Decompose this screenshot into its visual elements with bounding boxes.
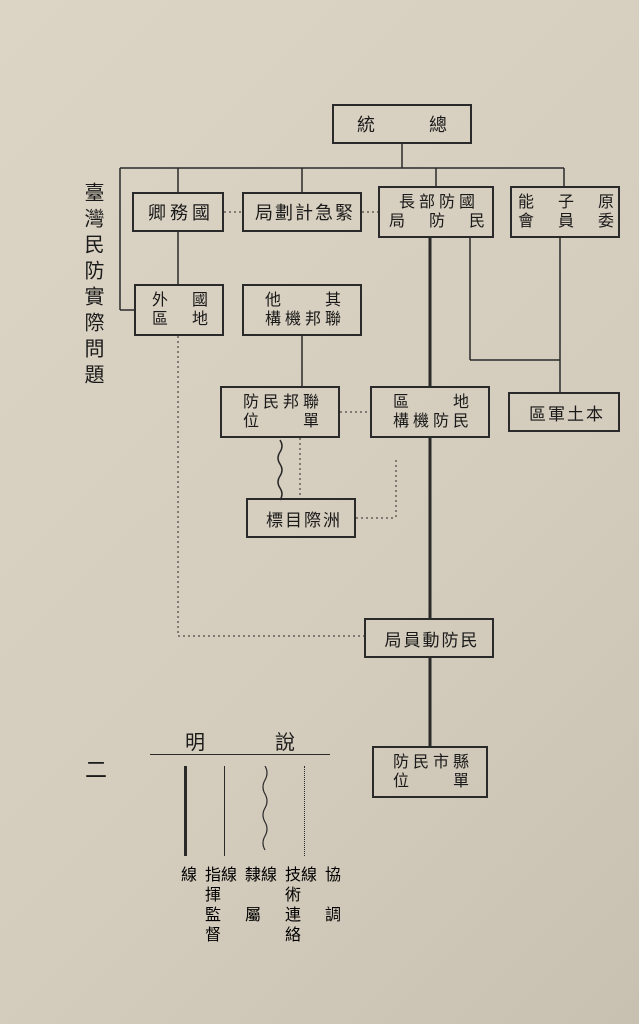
node-emergency: 局劃計急緊 bbox=[242, 192, 362, 232]
node-label: 位 單 bbox=[243, 412, 323, 431]
node-label: 他 其 bbox=[265, 291, 345, 310]
node-label: 局 防 民 bbox=[389, 212, 489, 231]
node-other-fed: 他 其 構機邦聯 bbox=[242, 284, 362, 336]
node-top: 統 總 bbox=[332, 104, 472, 144]
node-home-army: 區軍土本 bbox=[508, 392, 620, 432]
node-label: 區軍土本 bbox=[529, 400, 605, 425]
node-fed-civil-def: 防民邦聯 位 單 bbox=[220, 386, 340, 438]
node-label: 會 員 委 bbox=[518, 212, 618, 231]
legend-title-char: 說 bbox=[275, 726, 295, 755]
node-defense: 長部防國 局 防 民 bbox=[378, 186, 494, 238]
node-county-city: 防民市縣 位 單 bbox=[372, 746, 488, 798]
legend-divider bbox=[150, 754, 330, 755]
legend-sample-thick bbox=[184, 766, 187, 856]
node-label: 區 地 bbox=[152, 310, 212, 329]
node-intercontinental: 標目際洲 bbox=[246, 498, 356, 538]
node-label: 局劃計急緊 bbox=[255, 199, 355, 225]
node-state-dept: 卿務國 bbox=[132, 192, 224, 232]
node-label: 標目際洲 bbox=[266, 506, 342, 531]
legend-col: 指揮監督線 bbox=[170, 766, 200, 956]
legend-sample-thin bbox=[224, 766, 225, 856]
node-label: 局員動防民 bbox=[385, 626, 480, 651]
node-label: 構機邦聯 bbox=[265, 310, 345, 329]
node-label: 位 單 bbox=[393, 772, 473, 791]
legend-sample-wavy bbox=[260, 766, 270, 856]
legend-title-char: 明 bbox=[185, 726, 205, 755]
node-label: 能 子 原 bbox=[518, 193, 618, 212]
node-area-civil-def: 區 地 構機防民 bbox=[370, 386, 490, 438]
node-label: 長部防國 bbox=[399, 193, 479, 212]
legend-sample-dotted bbox=[304, 766, 305, 856]
node-label: 構機防民 bbox=[393, 412, 473, 431]
node-foreign-area: 外 國 區 地 bbox=[134, 284, 224, 336]
node-label: 防民邦聯 bbox=[243, 393, 323, 412]
legend-title: 明 說 bbox=[150, 726, 330, 755]
node-label: 卿務國 bbox=[148, 199, 214, 225]
node-label: 防民市縣 bbox=[393, 753, 473, 772]
node-atomic: 能 子 原 會 員 委 bbox=[510, 186, 620, 238]
legend-label: 指揮監督線 bbox=[174, 866, 222, 956]
page-number: 二 bbox=[78, 758, 110, 784]
node-mobilization: 局員動防民 bbox=[364, 618, 494, 658]
node-label: 外 國 bbox=[152, 291, 212, 310]
node-label: 區 地 bbox=[393, 393, 473, 412]
book-title: 臺灣民防實際問題 bbox=[78, 182, 107, 390]
node-label: 統 總 bbox=[357, 111, 453, 137]
